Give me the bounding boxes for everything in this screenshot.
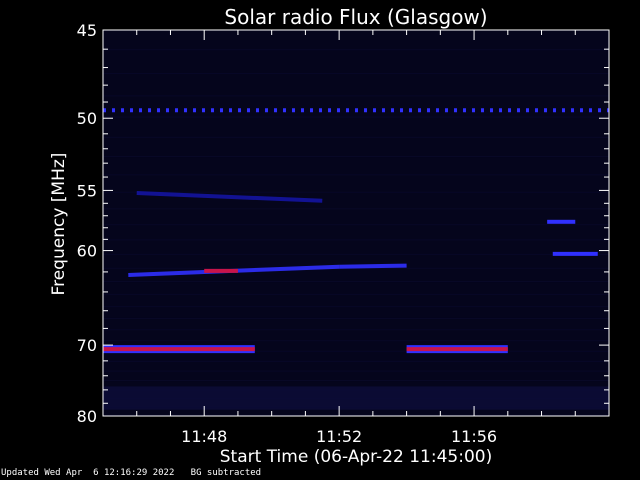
noise-band [103,386,609,410]
noise-band [103,360,609,362]
hot-segment [204,268,238,273]
y-axis-label: Frequency [MHz] [49,153,69,296]
interference-band [406,347,508,352]
noise-band [103,191,609,193]
noise-band [103,293,609,295]
y-tick-label: 50 [77,109,97,128]
axes-frame [102,29,610,417]
drifting-band [136,191,323,203]
noise-band [103,306,609,308]
noise-band [103,317,609,319]
x-tick-label: 11:56 [451,427,497,446]
noise-band [103,370,609,372]
emission-features [103,108,609,354]
noise-band [103,208,609,210]
chart-title: Solar radio Flux (Glasgow) [224,5,487,29]
x-tick-labels: 11:48 11:52 11:56 [181,427,497,446]
noise-band [103,350,609,352]
x-tick-label: 11:48 [181,427,227,446]
noise-band [103,329,609,331]
noise-band [103,380,609,382]
noise-band [103,281,609,283]
noise-band [103,174,609,176]
noise-band [103,414,609,416]
y-tick-label: 60 [77,242,97,261]
footer-status: Updated Wed Apr 6 12:16:29 2022 BG subtr… [1,468,262,478]
plot-background [103,30,609,416]
y-tick-label: 70 [77,336,97,355]
noise-band [103,224,609,226]
noise-band [103,95,609,97]
noise-band [103,239,609,241]
y-tick-label: 55 [77,181,97,200]
noise-band [103,116,609,118]
noise-band [103,156,609,158]
noise-band [103,340,609,342]
y-tick-label: 80 [77,407,97,426]
short-band [547,219,576,224]
y-tick-labels: 45 50 55 60 70 80 [77,21,97,426]
noise-band [103,136,609,138]
y-tick-label: 45 [77,21,97,40]
x-axis-label: Start Time (06-Apr-22 11:45:00) [220,447,492,467]
interference-band [103,347,255,352]
plot-axes [102,29,610,417]
x-tick-label: 11:52 [316,427,362,446]
short-band [552,251,598,256]
noise-band [103,49,609,51]
noise-band [103,253,609,255]
plot-area [103,30,609,416]
drifting-band [339,263,407,269]
noise-band [103,72,609,74]
